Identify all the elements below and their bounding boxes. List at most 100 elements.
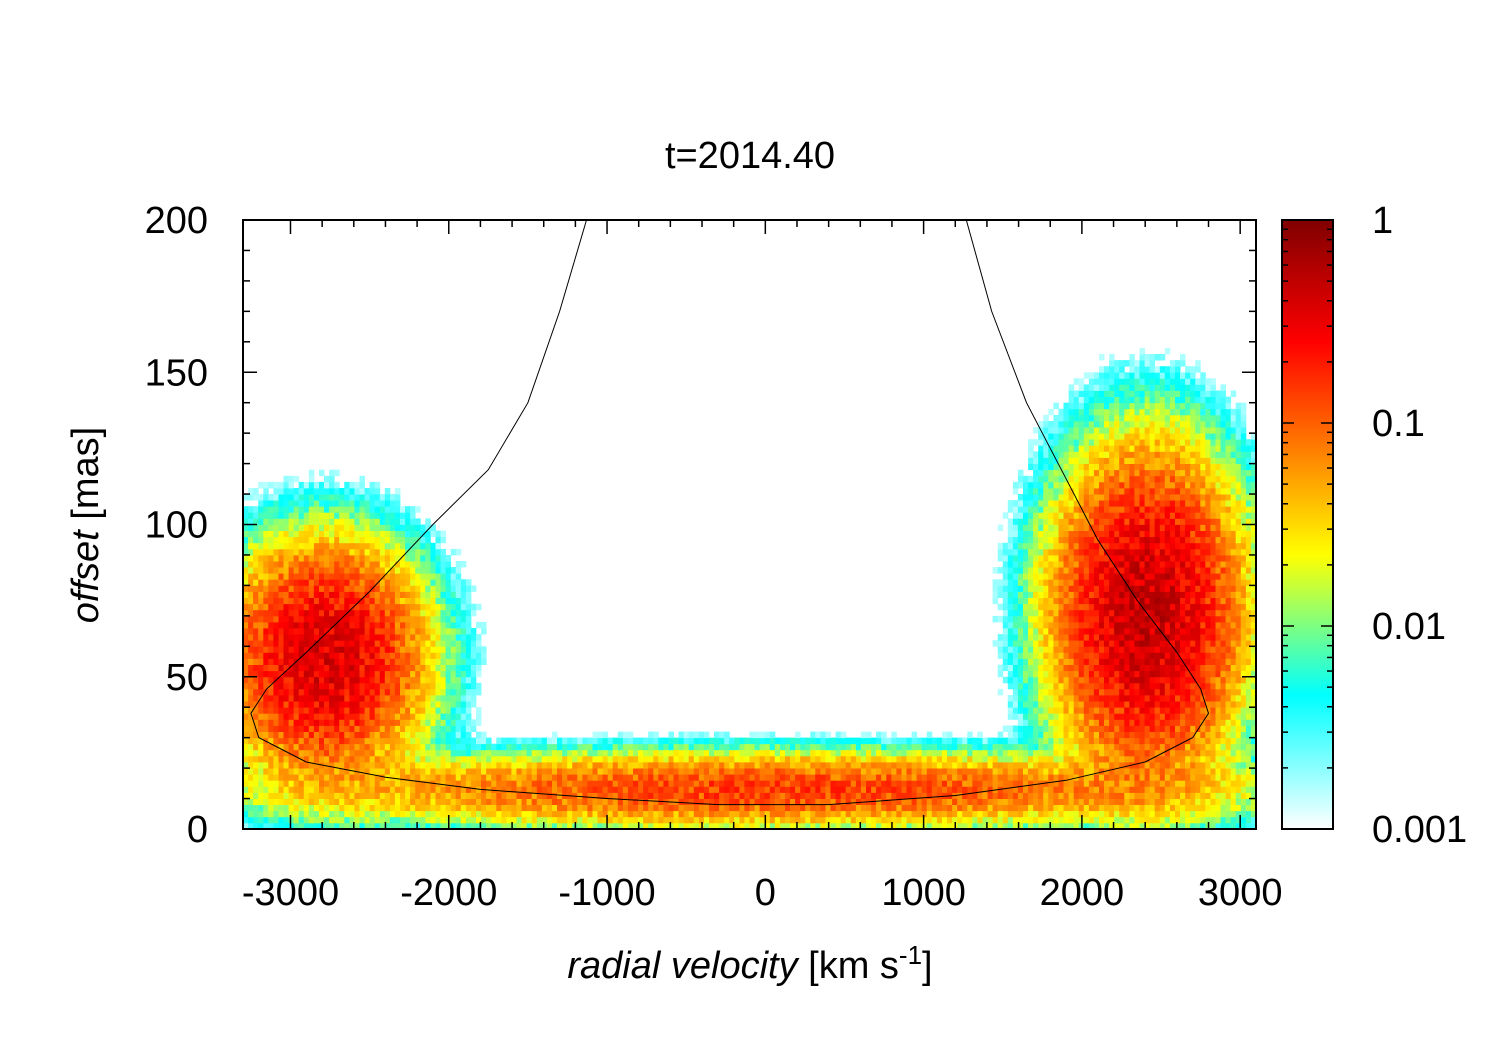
heat-cell	[1053, 676, 1059, 684]
heat-cell	[1053, 628, 1059, 635]
heat-cell	[1033, 524, 1039, 531]
heat-cell	[1038, 768, 1044, 775]
heat-cell	[313, 676, 320, 684]
heat-cell	[744, 768, 750, 775]
heat-cell	[1038, 713, 1044, 720]
heat-cell	[1068, 652, 1075, 659]
heat-cell	[344, 646, 350, 653]
heat-cell	[638, 743, 644, 751]
heat-cell	[952, 762, 958, 769]
heat-cell	[440, 822, 446, 829]
heat-cell	[1043, 810, 1049, 818]
heat-cell	[1028, 439, 1034, 446]
heat-cell	[273, 658, 279, 665]
heat-cell	[389, 536, 396, 544]
heat-cell	[1028, 591, 1034, 598]
heat-cell	[1017, 646, 1024, 653]
heat-cell	[389, 798, 396, 805]
heat-cell	[248, 707, 254, 714]
heat-cell	[364, 555, 371, 562]
heat-cell	[319, 798, 325, 805]
heat-cell	[258, 524, 264, 531]
heat-cell	[1002, 786, 1009, 793]
heat-cell	[308, 707, 315, 714]
heat-cell	[1038, 603, 1044, 611]
heat-cell	[324, 762, 330, 769]
heat-cell	[308, 786, 315, 793]
heat-cell	[835, 737, 842, 745]
heat-cell	[374, 707, 381, 714]
heat-cell	[1033, 640, 1039, 647]
heat-cell	[263, 567, 269, 574]
heat-cell	[719, 737, 725, 745]
heat-cell	[1023, 737, 1029, 745]
heat-cell	[313, 664, 320, 672]
heat-cell	[1063, 500, 1069, 507]
heat-cell	[1063, 646, 1069, 653]
heat-cell	[557, 737, 563, 745]
heat-cell	[303, 536, 310, 544]
heat-cell	[1012, 615, 1019, 623]
heat-cell	[303, 506, 310, 513]
heat-cell	[734, 762, 740, 769]
heat-cell	[562, 786, 568, 793]
heat-cell	[526, 804, 533, 812]
heat-cell	[283, 609, 289, 617]
heat-cell	[450, 701, 457, 708]
heat-cell	[622, 792, 629, 799]
heat-cell	[460, 701, 467, 708]
heat-cell	[324, 640, 330, 647]
heat-cell	[258, 567, 264, 574]
heat-cell	[415, 725, 421, 732]
heat-cell	[790, 822, 796, 829]
heat-cell	[339, 518, 345, 525]
heat-cell	[906, 804, 912, 812]
heat-cell	[364, 512, 371, 519]
heat-cell	[977, 737, 983, 745]
heat-cell	[354, 555, 360, 562]
heat-cell	[1033, 603, 1039, 611]
heat-cell	[627, 762, 634, 769]
heat-cell	[283, 500, 289, 507]
heat-cell	[815, 816, 821, 824]
heat-cell	[303, 524, 310, 531]
heat-cell	[400, 640, 406, 647]
heat-cell	[774, 792, 781, 799]
heat-cell	[810, 755, 816, 763]
heat-cell	[1038, 500, 1044, 507]
heat-cell	[800, 786, 806, 793]
heat-cell	[536, 816, 543, 824]
heat-cell	[749, 737, 755, 745]
heat-cell	[749, 768, 755, 775]
heat-cell	[997, 548, 1004, 556]
heat-cell	[977, 755, 983, 763]
heat-cell	[962, 755, 968, 763]
heat-cell	[1068, 609, 1075, 617]
heat-cell	[906, 810, 912, 818]
heat-cell	[253, 737, 259, 745]
heat-cell	[430, 591, 436, 598]
heat-cell	[612, 743, 619, 751]
heat-cell	[1002, 597, 1009, 605]
heat-cell	[339, 567, 345, 574]
heat-cell	[415, 749, 421, 757]
heat-cell	[268, 585, 274, 592]
heat-cell	[855, 743, 862, 751]
heat-cell	[729, 786, 735, 793]
heat-cell	[400, 506, 406, 513]
heat-cell	[1063, 792, 1069, 799]
heat-cell	[253, 597, 259, 605]
heat-cell	[324, 567, 330, 574]
heat-cell	[942, 786, 948, 793]
heat-cell	[1012, 621, 1019, 629]
heat-cell	[308, 658, 315, 665]
heat-cell	[248, 804, 254, 812]
heat-cell	[339, 810, 345, 818]
heat-cell	[313, 792, 320, 799]
heat-cell	[470, 816, 477, 824]
heat-cell	[850, 792, 857, 799]
heat-cell	[648, 810, 654, 818]
heat-cell	[1028, 561, 1034, 568]
heat-cell	[379, 555, 386, 562]
heat-cell	[825, 816, 831, 824]
